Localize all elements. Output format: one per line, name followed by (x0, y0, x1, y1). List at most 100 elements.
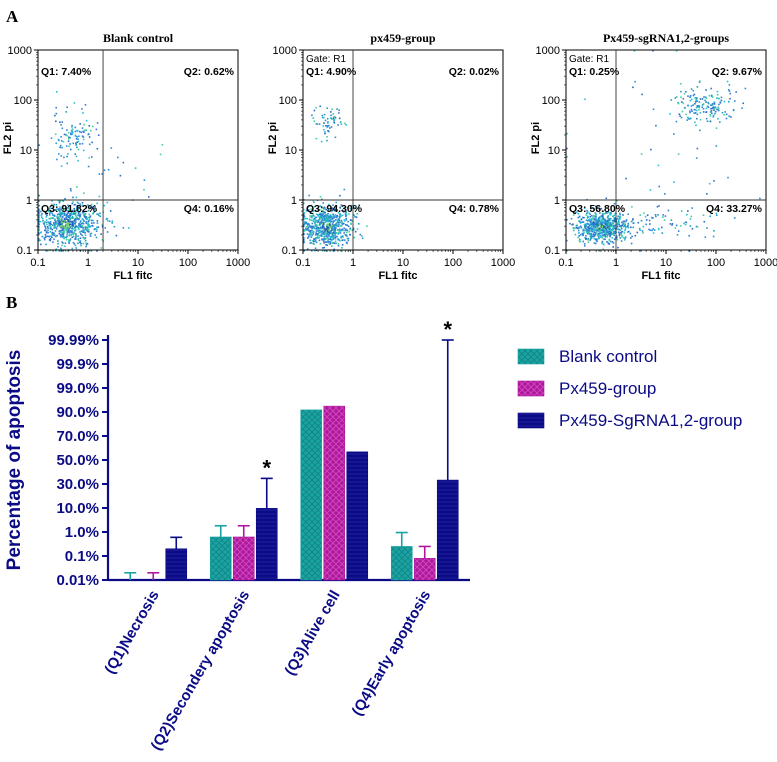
event-dot (62, 235, 64, 238)
event-dot (329, 218, 332, 220)
event-dot (55, 227, 58, 230)
event-dot (56, 225, 59, 228)
event-dot (73, 222, 76, 225)
event-dot (60, 218, 63, 221)
event-dot (69, 143, 71, 145)
event-dot (331, 207, 334, 210)
event-dot (309, 215, 311, 217)
event-dot (38, 228, 40, 230)
event-dot (85, 119, 88, 122)
event-dot (671, 224, 673, 226)
event-dot (589, 239, 591, 241)
event-dot (66, 134, 68, 137)
event-dot (705, 101, 707, 103)
event-dot (46, 225, 49, 228)
event-dot (99, 215, 101, 218)
event-dot (59, 144, 62, 147)
event-dot (334, 235, 337, 237)
event-dot (44, 234, 47, 236)
event-dot (604, 232, 606, 234)
event-dot (59, 211, 62, 214)
x-axis-label: FL1 fitc (641, 270, 680, 282)
y-tick-label: 30.0% (56, 476, 99, 493)
event-dot (336, 221, 338, 224)
event-dot (60, 229, 62, 232)
event-dot (651, 229, 653, 232)
event-dot (339, 239, 341, 242)
event-dot (69, 210, 71, 212)
event-dot (45, 213, 47, 215)
event-dot (71, 229, 73, 231)
event-dot (696, 100, 698, 102)
event-dot (71, 236, 73, 239)
event-dot (73, 208, 76, 211)
event-dot (692, 89, 695, 92)
event-dot (336, 232, 338, 234)
event-dot (347, 239, 350, 242)
x-tick-label: 1 (350, 257, 356, 269)
event-dot (58, 229, 61, 232)
event-dot (66, 106, 68, 109)
event-dot (312, 233, 315, 235)
event-dot (588, 231, 591, 234)
event-dot (729, 92, 732, 95)
event-dot (76, 186, 78, 188)
event-dot (682, 97, 685, 100)
event-dot (310, 208, 312, 210)
event-dot (85, 222, 87, 225)
event-dot (74, 219, 76, 221)
event-dot (600, 215, 603, 217)
event-dot (619, 218, 621, 220)
event-dot (636, 231, 639, 234)
event-dot (107, 219, 109, 222)
y-tick-label: 1 (291, 195, 297, 207)
event-dot (323, 238, 326, 241)
event-dot (330, 232, 333, 234)
event-dot (96, 202, 98, 205)
event-dot (696, 226, 699, 228)
event-dot (327, 122, 329, 124)
event-dot (308, 230, 311, 233)
event-dot (111, 220, 114, 222)
event-dot (341, 221, 343, 223)
event-dot (366, 225, 368, 227)
event-dot (325, 217, 328, 220)
event-dot (310, 225, 313, 228)
event-dot (649, 189, 652, 191)
event-dot (598, 249, 601, 252)
event-dot (40, 216, 43, 219)
event-dot (332, 238, 335, 240)
event-dot (618, 233, 621, 236)
event-dot (91, 156, 93, 158)
event-dot (63, 212, 66, 214)
event-dot (326, 244, 328, 246)
event-dot (596, 218, 599, 221)
quadrant-q1-label: Q1: 7.40% (41, 66, 92, 78)
event-dot (68, 232, 71, 234)
event-dot (608, 213, 611, 215)
event-dot (94, 205, 96, 208)
event-dot (332, 217, 334, 220)
event-dot (70, 221, 72, 223)
event-dot (318, 234, 320, 237)
y-tick-label: 1 (26, 195, 32, 207)
event-dot (741, 107, 743, 109)
event-dot (607, 242, 610, 245)
event-dot (307, 206, 309, 209)
event-dot (332, 113, 335, 115)
event-dot (322, 238, 324, 241)
event-dot (613, 230, 615, 233)
event-dot (330, 117, 332, 119)
event-dot (317, 209, 320, 212)
event-dot (614, 220, 617, 223)
event-dot (613, 220, 616, 223)
event-dot (706, 227, 708, 229)
event-dot (625, 236, 627, 238)
event-dot (661, 226, 663, 229)
quadrant-q3-label: Q3: 94.30% (306, 203, 363, 215)
y-tick-label: 0.1 (282, 245, 297, 257)
event-dot (611, 237, 613, 239)
event-dot (45, 219, 48, 221)
event-dot (48, 208, 50, 211)
event-dot (594, 226, 597, 228)
